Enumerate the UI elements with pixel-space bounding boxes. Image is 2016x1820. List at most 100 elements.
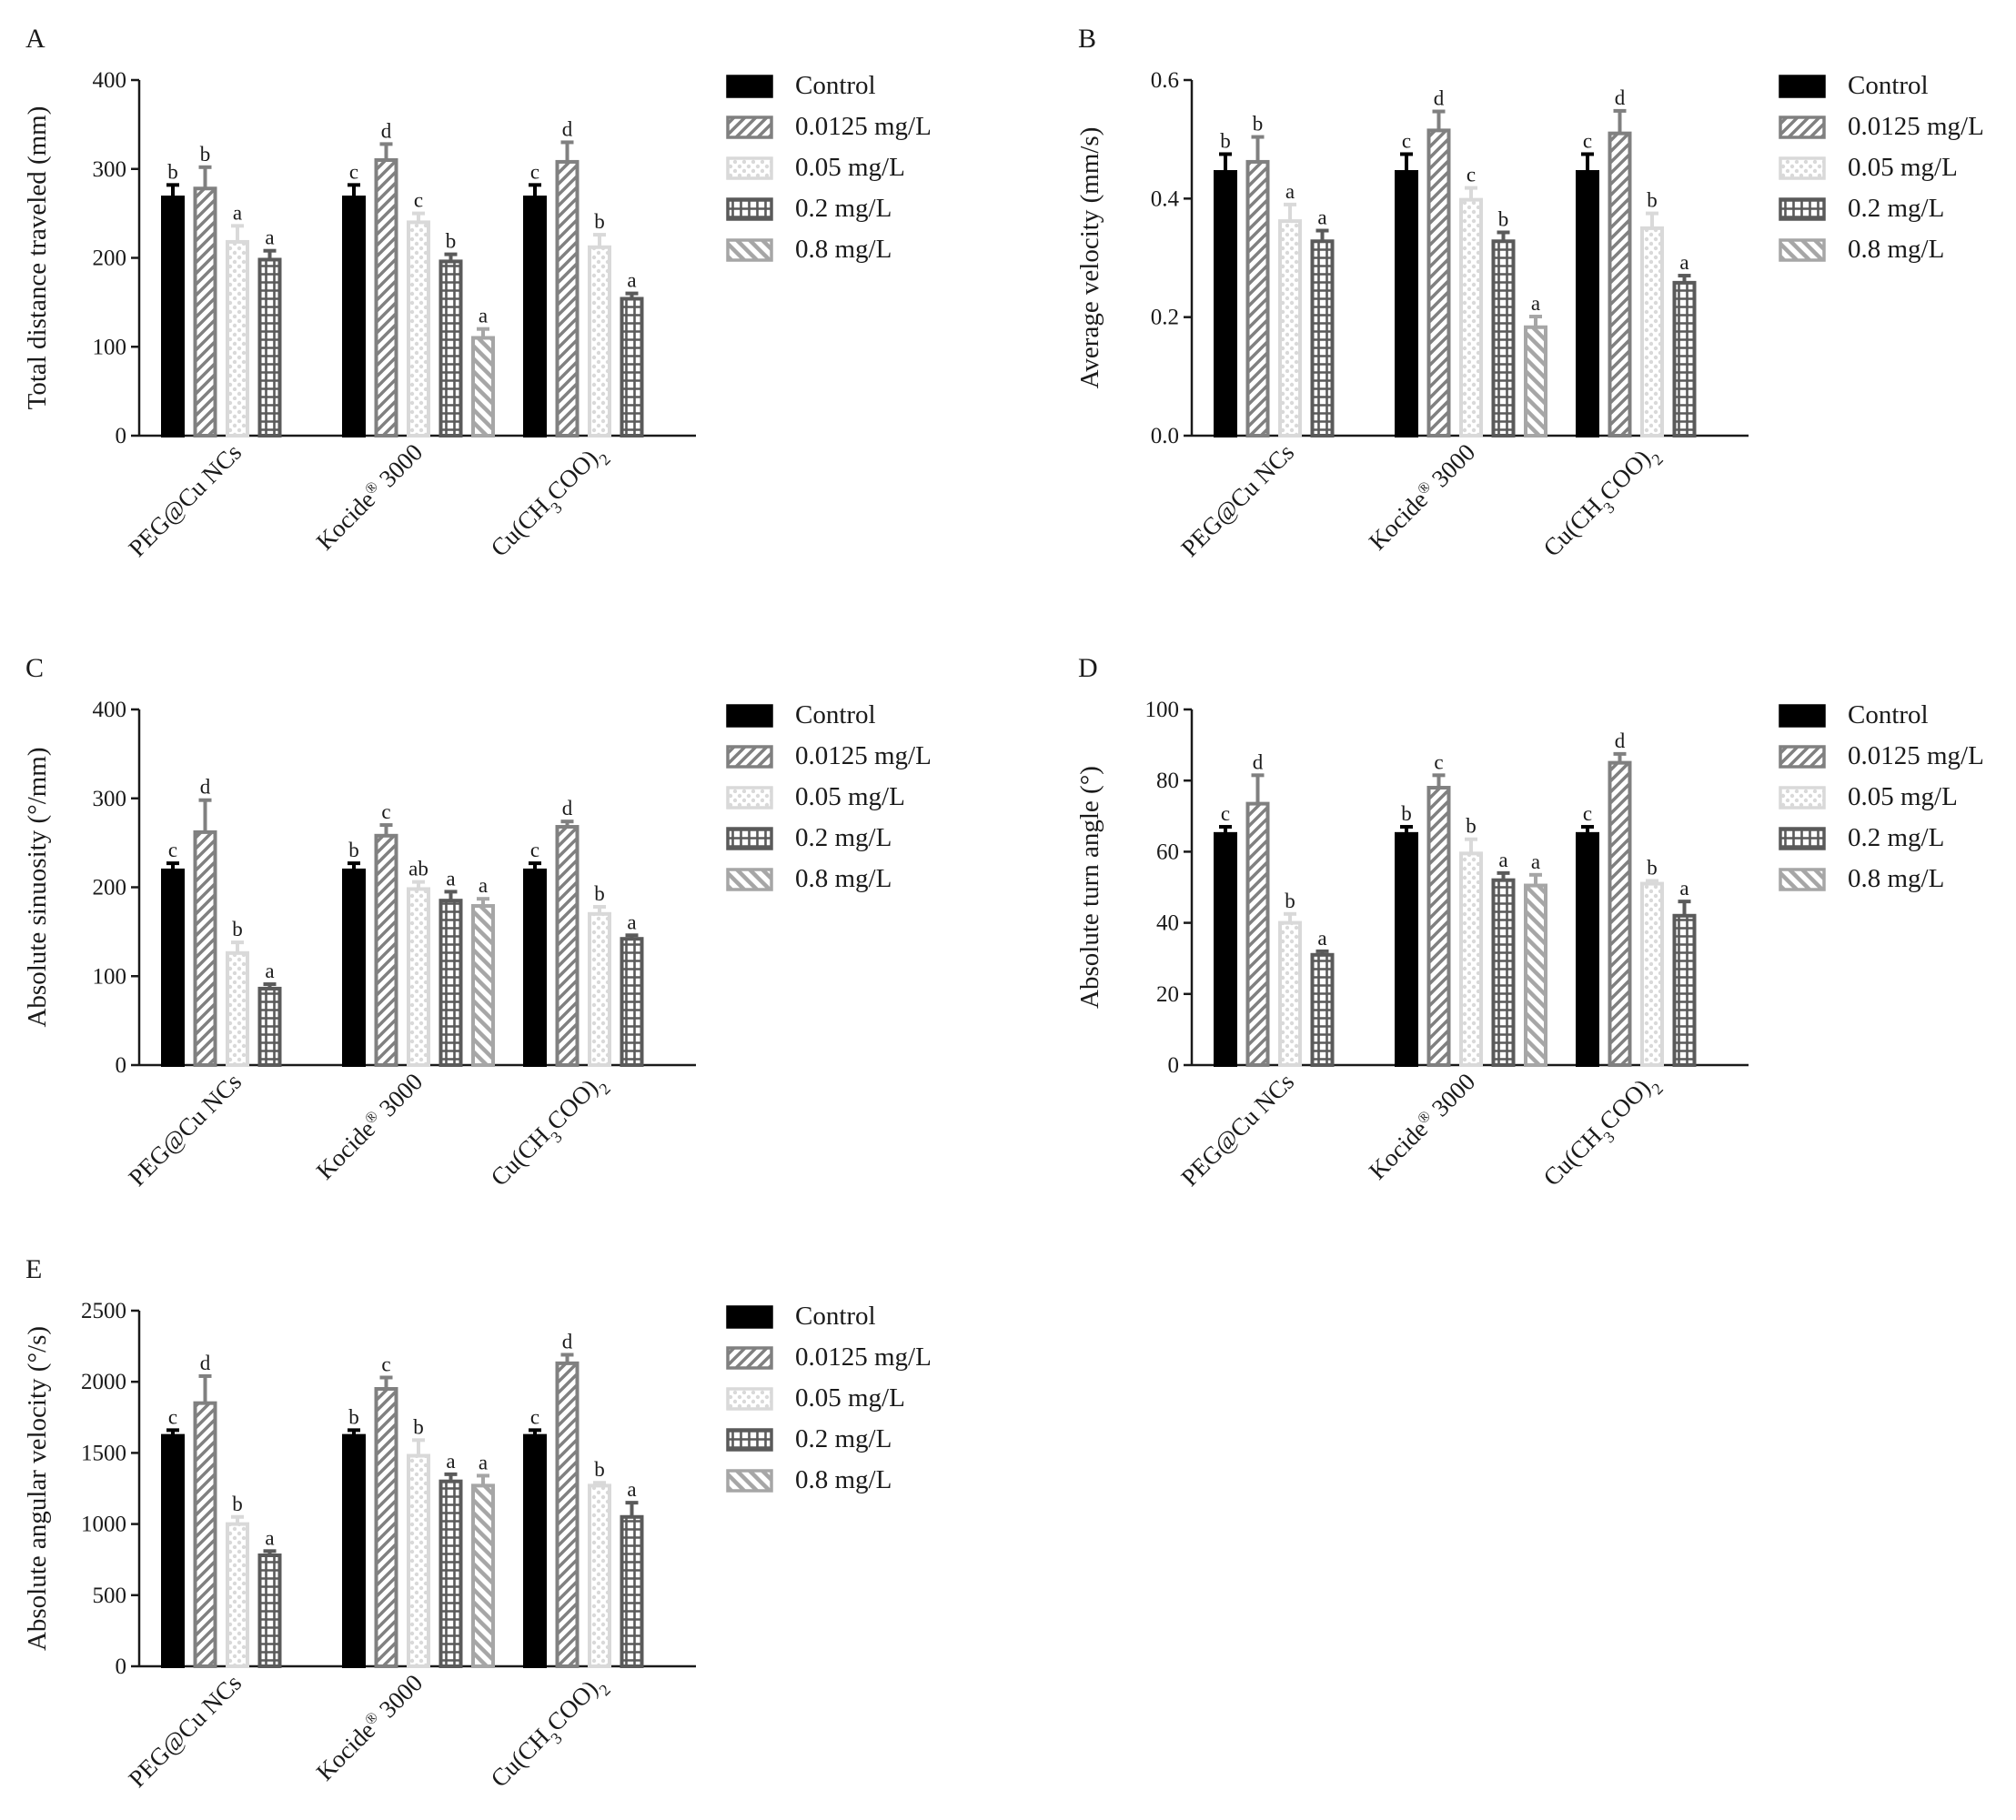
bar: [588, 911, 611, 1068]
bar: [342, 1433, 366, 1668]
significance-letter: a: [1679, 877, 1688, 900]
legend: Control 0.0125 mg/L 0.05 mg/L 0.2 mg/L 0.8 m…: [726, 71, 932, 264]
significance-letter: c: [1221, 802, 1230, 825]
significance-letter: a: [446, 867, 455, 890]
x-category-label: Cu(CH3COO)2: [485, 1669, 613, 1797]
bar: [407, 1453, 430, 1668]
significance-letter: c: [1467, 164, 1476, 186]
y-tick-label: 40: [1156, 911, 1179, 936]
bar: [523, 1433, 547, 1668]
legend-swatch: [726, 116, 773, 139]
significance-letter: c: [349, 160, 358, 183]
significance-letter: d: [562, 797, 573, 820]
bar: [1426, 128, 1451, 437]
significance-letter: b: [413, 1415, 424, 1438]
significance-letter: c: [381, 800, 390, 823]
significance-letter: b: [1498, 207, 1509, 230]
legend-swatch: [726, 1469, 773, 1493]
legend-label: 0.2 mg/L: [795, 194, 892, 223]
bar: [438, 259, 463, 437]
legend-swatch: [1779, 197, 1826, 221]
x-category-label: PEG@Cu NCs: [1175, 438, 1299, 562]
bar: [257, 986, 282, 1067]
bar: [342, 868, 366, 1067]
panel-letter: E: [25, 1254, 42, 1284]
legend-swatch: [1779, 238, 1826, 262]
significance-letter: b: [594, 882, 605, 905]
x-category-label: Cu(CH3COO)2: [1537, 438, 1666, 567]
legend-label: 0.8 mg/L: [1848, 235, 1944, 264]
y-tick-label: 0: [116, 1654, 127, 1679]
significance-letter: b: [1401, 802, 1412, 825]
significance-letter: a: [1498, 849, 1507, 871]
legend: Control 0.0125 mg/L 0.05 mg/L 0.2 mg/L 0.8 m…: [1779, 71, 1984, 264]
legend-label: 0.0125 mg/L: [795, 741, 932, 770]
legend-swatch: [726, 827, 773, 850]
y-tick-label: 0: [116, 424, 127, 448]
significance-letter: b: [594, 1458, 605, 1481]
significance-letter: d: [381, 119, 392, 142]
significance-letter: b: [232, 918, 243, 940]
legend-label: 0.2 mg/L: [1848, 823, 1944, 852]
bar: [1491, 239, 1516, 437]
x-category-label: PEG@Cu NCs: [123, 438, 247, 562]
legend-label: 0.8 mg/L: [795, 864, 892, 893]
panel-a-total-distance: A 0 100 200 300 400 Total distance traveled (m…: [23, 24, 932, 562]
panel-letter: D: [1078, 653, 1098, 683]
legend-label: 0.0125 mg/L: [795, 112, 932, 141]
bar: [588, 245, 611, 437]
legend-label: Control: [795, 1302, 876, 1331]
legend: Control 0.0125 mg/L 0.05 mg/L 0.2 mg/L 0.8 m…: [1779, 700, 1984, 893]
bar: [374, 157, 398, 437]
panel-letter: C: [25, 653, 44, 683]
y-axis-title: Absolute angular velocity (°/s): [23, 1326, 52, 1651]
bar: [1524, 325, 1547, 437]
bar: [257, 1554, 282, 1668]
legend-label: 0.0125 mg/L: [795, 1342, 932, 1372]
y-tick-label: 100: [93, 335, 127, 359]
x-category-label: Cu(CH3COO)2: [1537, 1068, 1666, 1196]
bar: [1576, 831, 1599, 1067]
significance-letter: d: [200, 1352, 211, 1374]
bar: [1245, 801, 1270, 1068]
legend-label: 0.8 mg/L: [1848, 864, 1944, 893]
x-category-label: PEG@Cu NCs: [123, 1669, 247, 1793]
legend-label: Control: [795, 700, 876, 729]
panel-c-absolute-sinuosity: C 0 100 200 300 400 Absolute sinuosity (°/mm) c…: [23, 653, 932, 1192]
legend-label: 0.8 mg/L: [795, 1465, 892, 1494]
bar: [1524, 883, 1547, 1068]
significance-letter: c: [1583, 129, 1592, 152]
bar: [555, 159, 580, 437]
legend-label: 0.05 mg/L: [1848, 782, 1958, 811]
bar: [620, 1514, 644, 1668]
bar: [193, 830, 217, 1068]
x-category-label: Kocide® 3000: [1363, 438, 1480, 556]
legend-label: 0.2 mg/L: [795, 823, 892, 852]
y-tick-label: 20: [1156, 982, 1179, 1007]
significance-letter: d: [1434, 87, 1445, 110]
significance-letter: c: [530, 160, 539, 183]
bar: [555, 1361, 580, 1668]
bar: [438, 899, 463, 1067]
significance-letter: a: [1679, 251, 1688, 274]
significance-letter: a: [233, 201, 242, 224]
bar: [555, 825, 580, 1067]
bar: [1310, 239, 1335, 437]
significance-letter: b: [200, 143, 211, 166]
significance-letter: c: [381, 1353, 390, 1376]
x-category-label: Kocide® 3000: [310, 1669, 428, 1786]
y-tick-label: 400: [93, 68, 127, 93]
bar: [1640, 881, 1664, 1067]
legend-swatch: [1779, 704, 1826, 728]
y-tick-label: 300: [93, 157, 127, 182]
y-axis-title: Total distance traveled (mm): [23, 106, 52, 410]
bar: [1214, 831, 1237, 1067]
bar: [471, 904, 495, 1067]
significance-letter: c: [168, 1405, 177, 1428]
legend-swatch: [726, 745, 773, 769]
significance-letter: b: [232, 1493, 243, 1515]
bar: [1426, 786, 1451, 1068]
bar: [226, 239, 249, 437]
significance-letter: c: [1583, 802, 1592, 825]
legend-swatch: [726, 75, 773, 98]
